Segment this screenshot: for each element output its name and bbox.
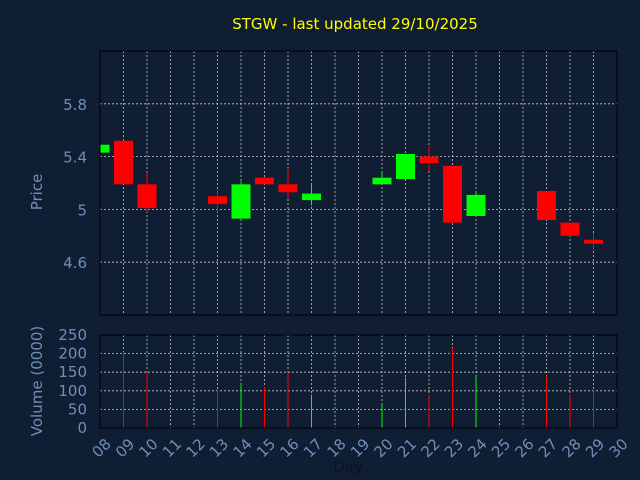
volume-axis-label: Volume (0000) xyxy=(28,326,46,436)
x-tick-label: 29 xyxy=(582,435,608,461)
x-tick-label: 30 xyxy=(606,435,632,461)
x-tick-label: 16 xyxy=(277,435,303,461)
chart-title: STGW - last updated 29/10/2025 xyxy=(232,15,478,33)
price-axis-label: Price xyxy=(28,174,46,211)
price-tick-label: 5.4 xyxy=(63,149,87,167)
candle-body xyxy=(537,190,556,220)
volume-tick-label: 200 xyxy=(58,345,87,363)
x-tick-label: 17 xyxy=(300,435,326,461)
volume-tick-label: 250 xyxy=(58,326,87,344)
x-tick-label: 13 xyxy=(206,435,232,461)
x-tick-label: 12 xyxy=(183,435,209,461)
candle-body xyxy=(560,222,580,236)
candle-body xyxy=(278,184,298,193)
volume-tick-label: 50 xyxy=(68,400,87,418)
x-tick-label: 09 xyxy=(112,435,138,461)
x-tick-label: 21 xyxy=(394,435,420,461)
candle-body xyxy=(302,193,321,201)
volume-tick-label: 100 xyxy=(58,382,87,400)
candle-body xyxy=(396,153,415,180)
candle-body xyxy=(255,177,274,185)
price-tick-label: 5.8 xyxy=(63,96,87,114)
x-axis: 0809101112131415161718192021222324252627… xyxy=(89,435,632,461)
candle-body xyxy=(372,177,392,185)
candle-body xyxy=(100,144,110,153)
candle-body xyxy=(137,184,157,209)
candle-body xyxy=(208,196,227,205)
x-tick-label: 26 xyxy=(512,435,538,461)
candles-group xyxy=(100,140,603,251)
price-tick-label: 4.6 xyxy=(63,254,87,272)
price-panel: 4.6 5 5.4 5.8 xyxy=(63,50,618,316)
volume-panel-border xyxy=(99,334,618,429)
x-tick-label: 28 xyxy=(559,435,585,461)
candle-body xyxy=(466,194,486,216)
price-panel-border xyxy=(99,50,618,316)
candle-body xyxy=(231,184,251,219)
x-tick-label: 20 xyxy=(371,435,397,461)
x-tick-label: 10 xyxy=(136,435,162,461)
x-tick-label: 08 xyxy=(89,435,115,461)
price-tick-label: 5 xyxy=(77,201,87,219)
x-axis-label: Day xyxy=(333,458,363,476)
volume-tick-label: 150 xyxy=(58,363,87,381)
candle-body xyxy=(584,239,603,244)
x-tick-label: 23 xyxy=(441,435,467,461)
x-tick-label: 11 xyxy=(159,435,185,461)
x-tick-label: 14 xyxy=(230,435,256,461)
candle-body xyxy=(114,140,133,185)
x-tick-label: 24 xyxy=(465,435,491,461)
x-tick-label: 25 xyxy=(488,435,514,461)
x-tick-label: 27 xyxy=(535,435,561,461)
x-tick-label: 15 xyxy=(253,435,279,461)
x-tick-label: 22 xyxy=(418,435,444,461)
volume-tick-label: 0 xyxy=(77,419,87,437)
candle-body xyxy=(419,156,439,164)
candle-body xyxy=(443,165,462,223)
